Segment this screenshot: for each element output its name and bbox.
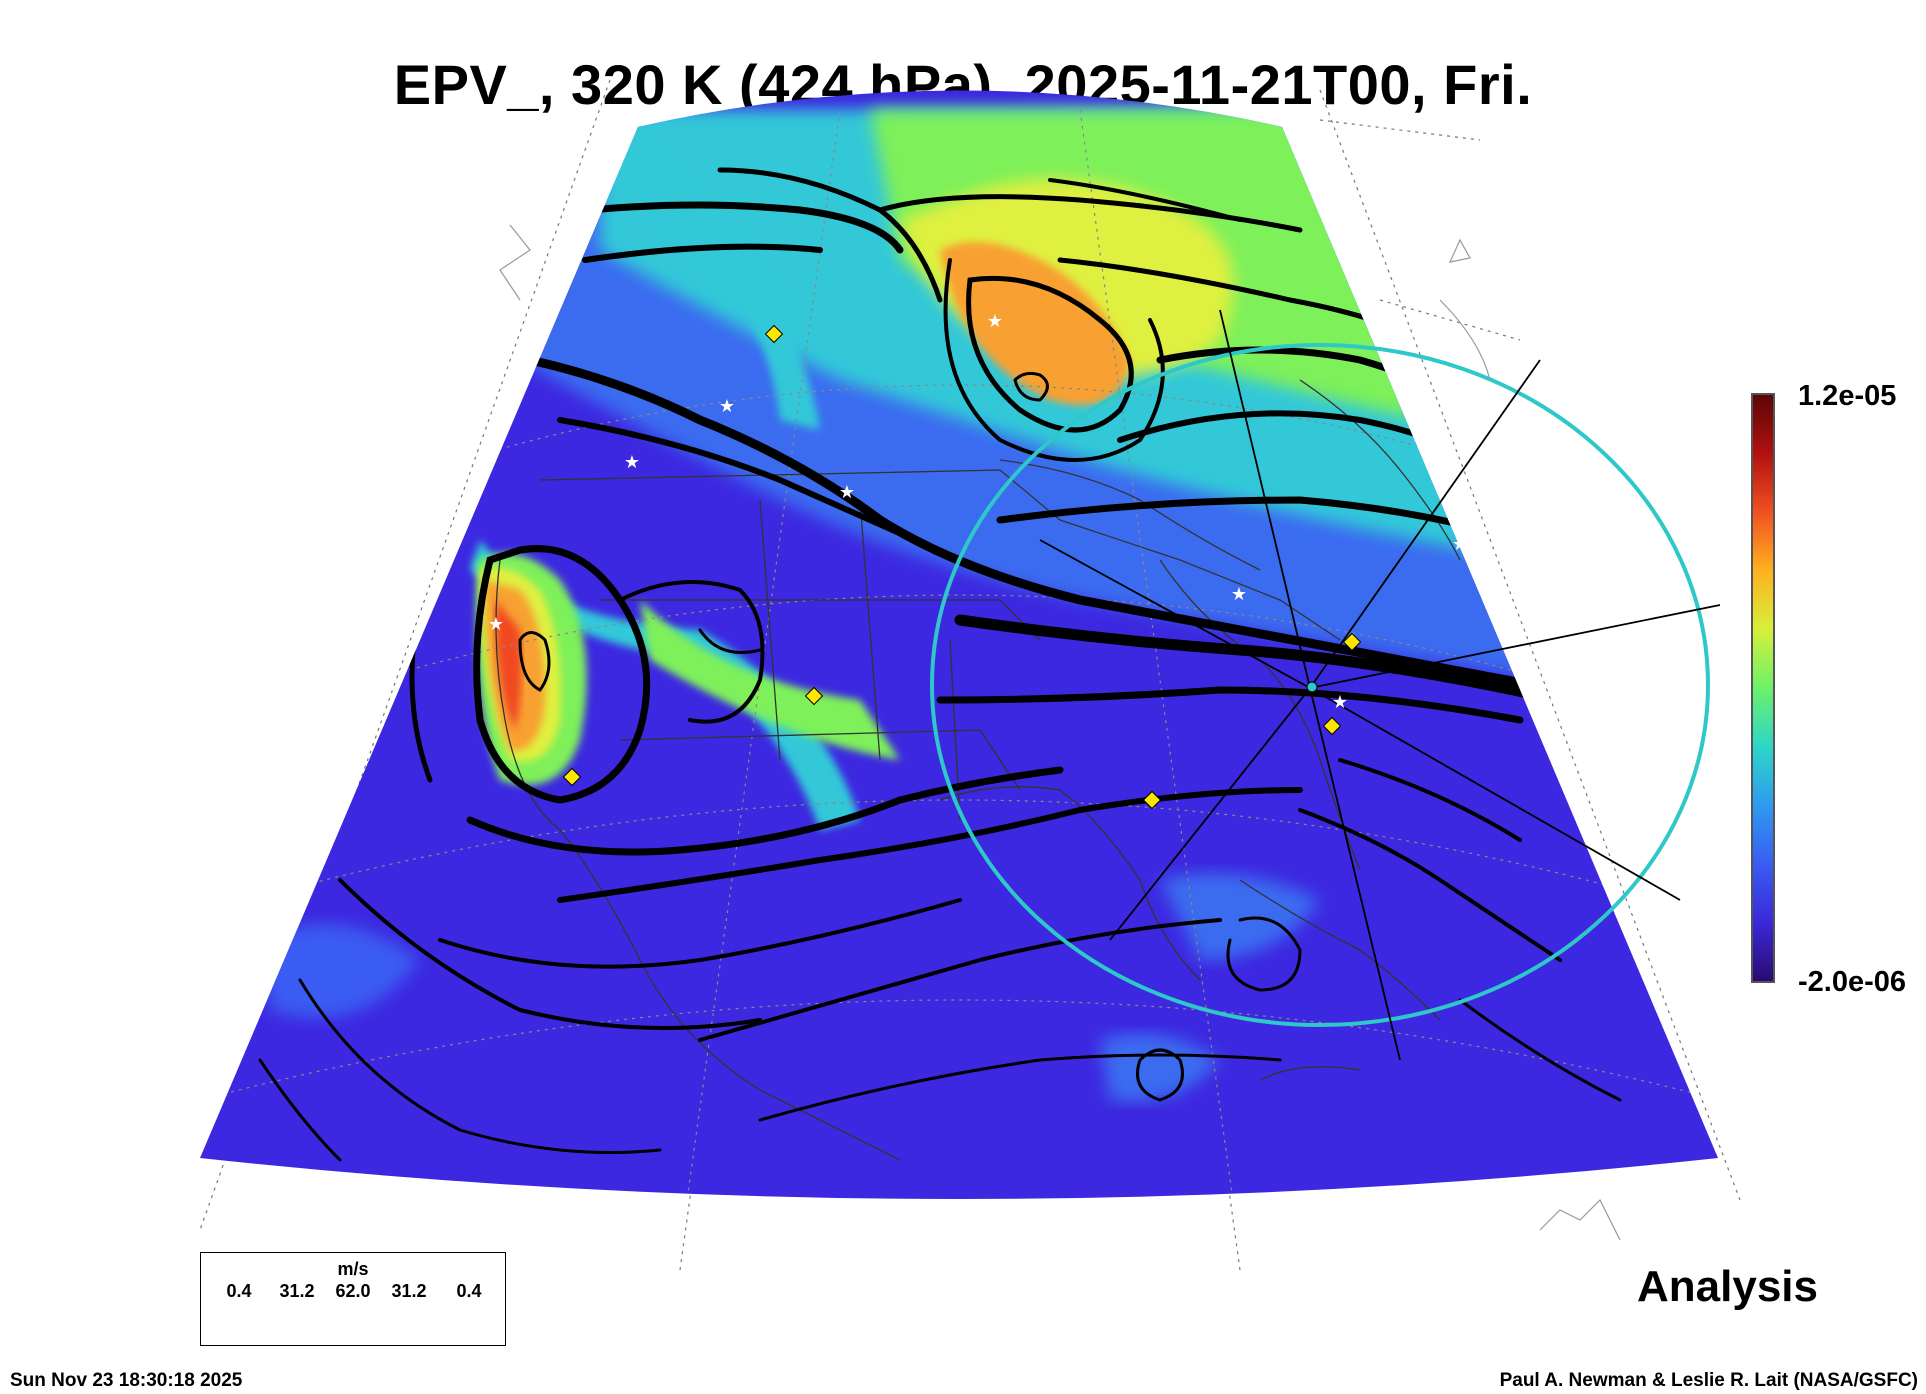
colorbar-min-label: -2.0e-06 [1798, 966, 1907, 998]
streamlines [258, 167, 1622, 1162]
streamline [1298, 808, 1562, 962]
wind-legend-tick: 0.4 [456, 1281, 482, 1301]
footer-timestamp: Sun Nov 23 18:30:18 2025 [10, 1370, 243, 1391]
field-west-cyan-2 [640, 600, 900, 760]
streamline [698, 918, 1222, 1042]
colorbar-gradient [1751, 393, 1775, 983]
streamline [438, 898, 962, 969]
colorbar-max-label: 1.2e-05 [1798, 380, 1897, 412]
streamline [466, 766, 1064, 856]
streamline [582, 243, 823, 263]
diamond-markers [562, 324, 1362, 810]
diamond-marker [804, 686, 824, 706]
streamline [943, 258, 1165, 462]
star-marker: ★ [1332, 692, 1348, 713]
streamline [557, 417, 963, 563]
streamline [298, 978, 662, 1154]
field-south-patch-2 [1100, 1033, 1220, 1102]
streamline [1338, 758, 1522, 842]
range-circle [930, 343, 1710, 1027]
diamond-marker [764, 324, 784, 344]
streamline [258, 1058, 342, 1162]
streamline [618, 580, 765, 724]
star-marker: ★ [719, 396, 735, 417]
coastlines [495, 379, 1461, 1161]
wind-legend-unit: m/s [337, 1259, 369, 1279]
streamline [1136, 1048, 1184, 1102]
star-marker: ★ [1231, 584, 1247, 605]
colorbar [1751, 393, 1775, 983]
wind-legend: m/s 0.4 31.2 62.0 31.2 0.4 [200, 1252, 506, 1346]
streamline [966, 275, 1134, 433]
trajectory-overlay [930, 309, 1721, 1061]
star-marker: ★ [839, 482, 855, 503]
analysis-label: Analysis [1637, 1262, 1818, 1311]
streamline [557, 787, 1303, 903]
streamline [586, 201, 904, 254]
streamline [1226, 916, 1302, 992]
star-marker: ★ [488, 614, 504, 635]
streamline [338, 878, 762, 1030]
star-marker: ★ [624, 452, 640, 473]
radial-lines [1039, 309, 1721, 1061]
streamline [1458, 998, 1622, 1102]
diamond-marker [562, 767, 582, 787]
streamline [518, 631, 551, 692]
field-west-red [495, 600, 522, 730]
streamline [758, 1053, 1282, 1122]
wind-legend-tick: 31.2 [391, 1281, 427, 1301]
field-south-patch [1160, 873, 1320, 960]
field-west-streak [560, 120, 820, 430]
streamline [936, 686, 1524, 724]
wind-legend-tick: 62.0 [335, 1281, 371, 1301]
streamline [473, 545, 651, 804]
star-marker: ★ [987, 311, 1003, 332]
streamline [996, 496, 1524, 544]
streamline [1048, 178, 1242, 222]
star-marker: ★ [1452, 534, 1468, 555]
outside-coast [499, 224, 1621, 1241]
wind-legend-tick: 31.2 [279, 1281, 315, 1301]
streamline [698, 628, 762, 654]
diamond-marker [1342, 632, 1362, 652]
field-orange-north [940, 242, 1130, 405]
wind-legend-tick: 0.4 [226, 1281, 252, 1301]
center-marker [1306, 681, 1318, 693]
diamond-marker [1142, 790, 1162, 810]
streamline [1013, 371, 1049, 402]
diamond-marker [1322, 716, 1342, 736]
footer-credit: Paul A. Newman & Leslie R. Lait (NASA/GS… [1499, 1370, 1918, 1391]
star-markers: ★ ★ ★ ★ ★ ★ ★ ★ [488, 311, 1468, 713]
field-southwest-patch [260, 924, 420, 1019]
